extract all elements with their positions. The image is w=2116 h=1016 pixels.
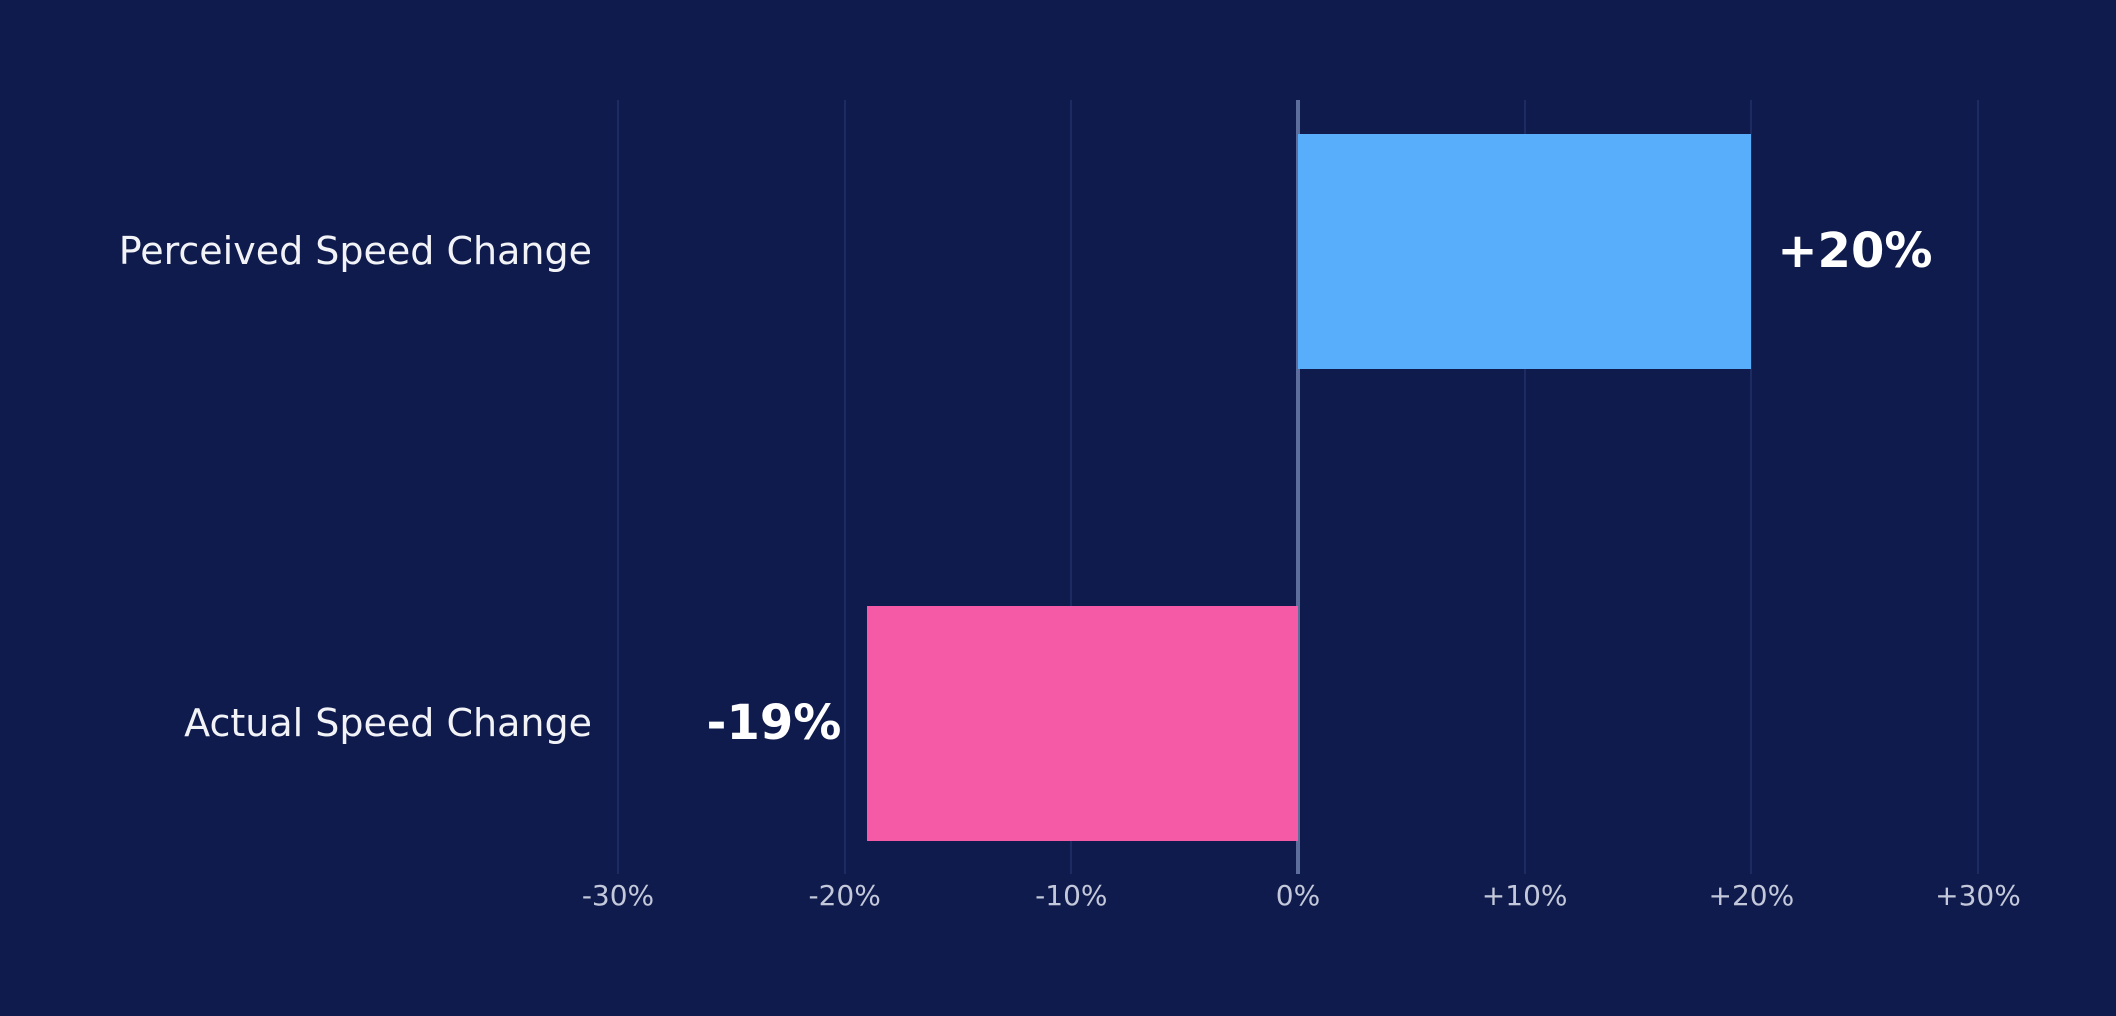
- value-label: +20%: [1777, 223, 1933, 279]
- gridline: [1977, 100, 1979, 874]
- x-tick-label: +20%: [1708, 879, 1795, 912]
- bar-positive: [1298, 133, 1752, 369]
- bar-negative: [867, 605, 1298, 841]
- x-tick-label: -30%: [581, 879, 655, 912]
- value-label: -19%: [706, 695, 842, 751]
- gridline: [843, 100, 846, 874]
- gridline: [1523, 100, 1526, 874]
- category-label: Actual Speed Change: [184, 701, 592, 745]
- gridline: [1750, 100, 1753, 874]
- x-tick-label: -10%: [1035, 879, 1108, 912]
- zero-axis-line: [1296, 100, 1300, 874]
- gridline: [616, 100, 619, 874]
- x-tick-label: -20%: [808, 879, 881, 912]
- category-label: Perceived Speed Change: [118, 229, 592, 273]
- gridline: [1070, 100, 1073, 874]
- x-tick-label: +30%: [1935, 879, 2021, 912]
- x-tick-label: 0%: [1275, 879, 1321, 912]
- x-tick-label: +10%: [1481, 879, 1568, 912]
